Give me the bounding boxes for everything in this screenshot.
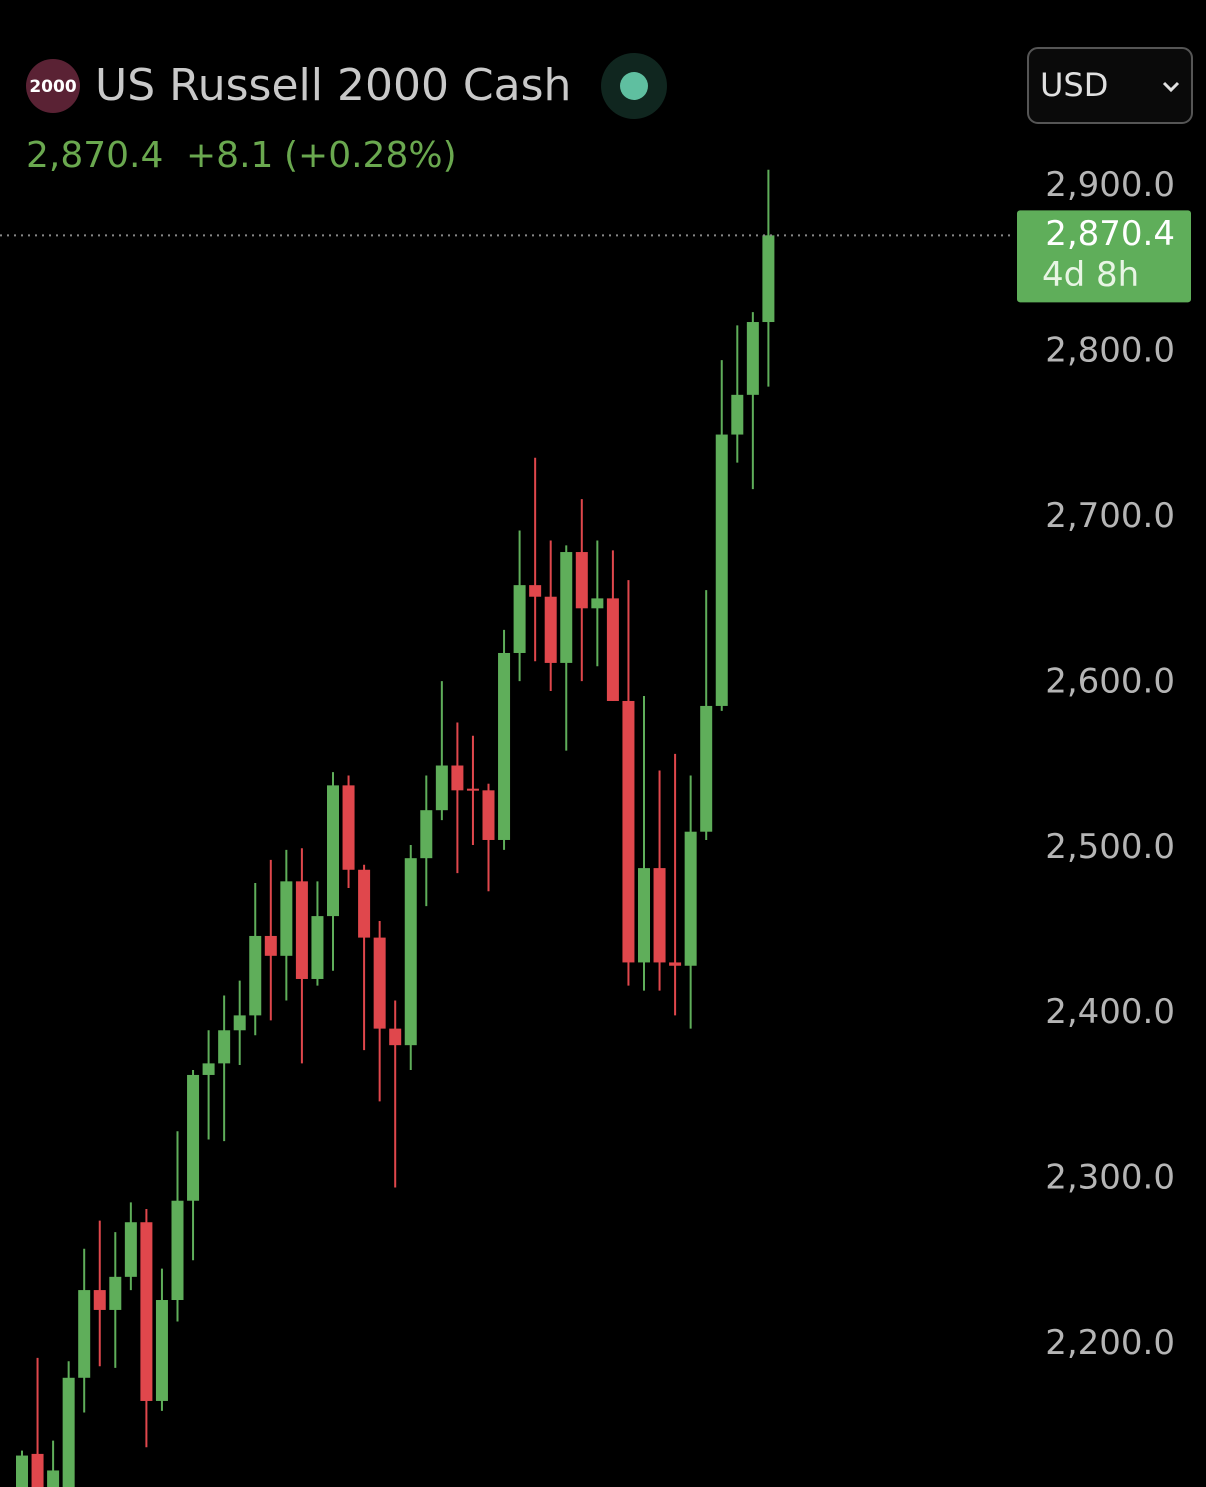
price: 2,870.4 [26,135,163,176]
y-tick-label: 2,800.0 [1045,330,1175,370]
candle-body [342,785,355,870]
candle-body [575,552,588,609]
candle-body [653,868,666,963]
candle-body [249,935,262,1016]
candle-body [311,916,324,979]
candle-body [62,1377,75,1487]
status-dot [620,72,648,100]
candle-body [544,596,557,663]
candle-body [762,235,775,323]
candle-body [420,810,433,859]
candle-body [622,700,635,963]
candle-body [529,585,542,597]
candle-body [669,962,682,966]
candle-body [684,831,697,966]
y-tick-label: 2,600.0 [1045,661,1175,701]
candle-body [295,881,308,979]
change-pct: (+0.28%) [284,135,457,176]
y-tick-label: 2,300.0 [1045,1158,1175,1198]
candle-body [31,1453,44,1487]
candle-body [233,1015,246,1031]
change: +8.1 [186,135,273,176]
candle-body [264,935,277,956]
candle-body [171,1200,184,1301]
candle-body [482,790,495,840]
y-tick-label: 2,500.0 [1045,827,1175,867]
candle-body [327,785,339,917]
candle-body [560,552,573,663]
candle-body [93,1290,106,1310]
chevron [1162,81,1180,93]
currency: USD [1040,66,1108,104]
currency-select[interactable] [1027,47,1193,124]
candle-body [700,705,713,832]
candle-body [78,1290,91,1378]
y-tick-label: 2,400.0 [1045,992,1175,1032]
y-tick-label: 2,200.0 [1045,1323,1175,1363]
candle-body [218,1030,231,1064]
candle-body [124,1222,137,1277]
icon-text: 2000 [29,77,76,97]
candle-body [715,434,728,706]
candle-body [451,765,464,791]
plot [16,169,775,1487]
candle-body [731,394,744,435]
candle-body [606,598,619,701]
candle-body [109,1276,122,1310]
candle-body [591,598,604,609]
candle-body [435,765,448,811]
title: US Russell 2000 Cash [95,60,571,111]
symbol-icon [26,59,80,113]
candle-body [638,868,650,963]
candle-body [373,937,386,1029]
candle-body [202,1063,215,1075]
y-tick-label: 2,900.0 [1045,165,1175,205]
candle-body [498,652,511,840]
candle-body [16,1455,28,1487]
candle-body [155,1300,168,1401]
candle-body [140,1222,153,1401]
candle-body [513,585,526,653]
candle-body [187,1074,200,1201]
last-price-label: 2,870.4 [1045,214,1175,254]
candle-body [358,869,371,938]
y-tick-label: 2,700.0 [1045,496,1175,536]
candle-body [389,1028,402,1046]
candle-body [404,858,417,1046]
candle-body [280,881,293,956]
candle-body [746,322,759,395]
candle-body [47,1470,60,1487]
countdown: 4d 8h [1042,255,1139,295]
last-price-box [1017,210,1191,303]
candle-body [466,788,479,791]
